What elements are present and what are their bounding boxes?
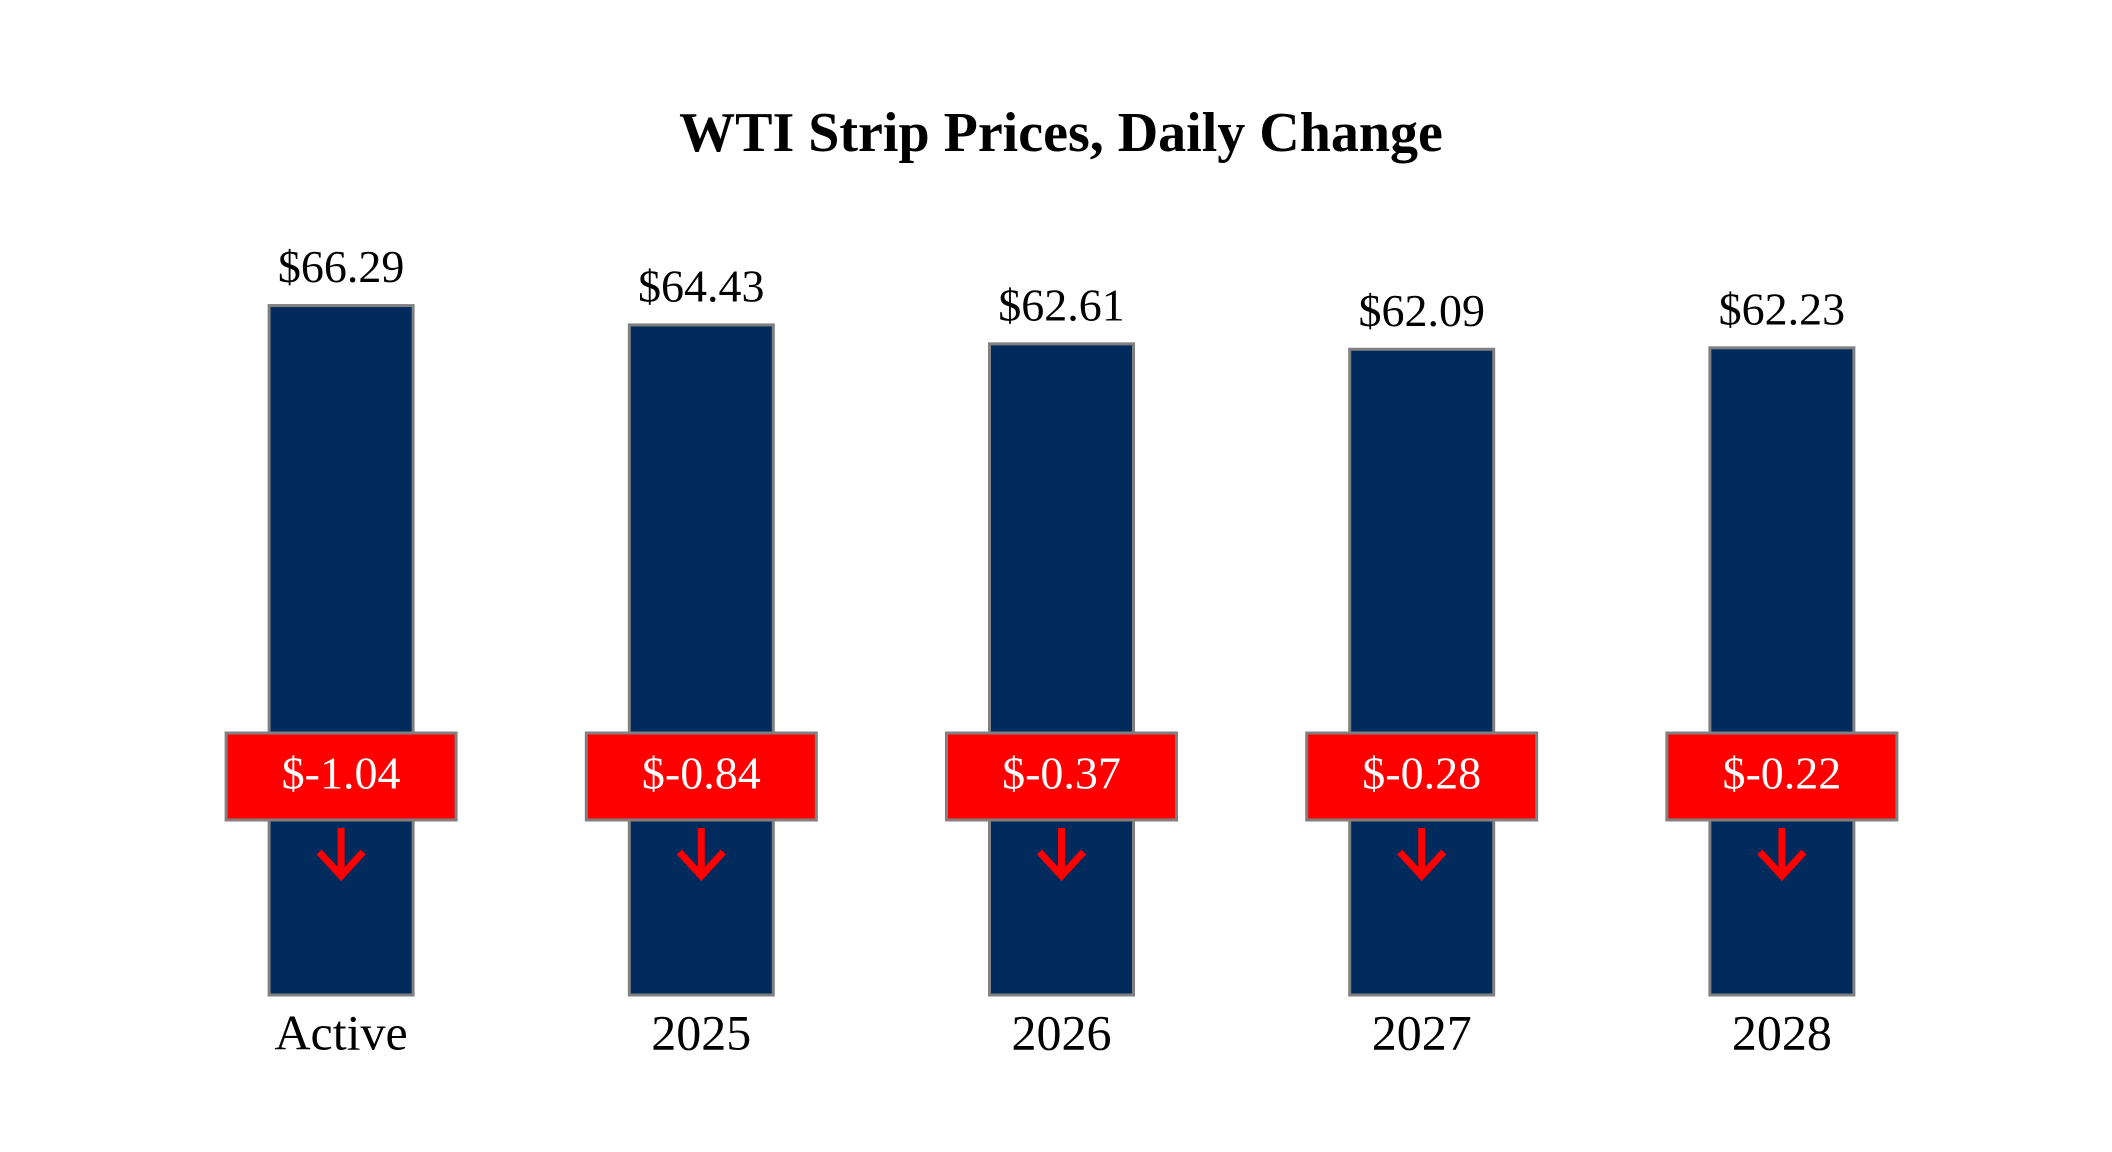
x-tick-label: 2025 <box>651 1004 751 1060</box>
value-label: $62.61 <box>998 279 1125 330</box>
value-label: $64.43 <box>638 260 765 311</box>
bar <box>627 323 775 997</box>
change-label: $-0.84 <box>642 748 761 799</box>
change-label: $-0.37 <box>1002 748 1121 799</box>
change-arrow <box>676 828 726 882</box>
bar <box>988 342 1135 997</box>
change-label: $-1.04 <box>282 748 401 799</box>
value-label: $66.29 <box>278 241 405 292</box>
x-tick-label: 2028 <box>1732 1004 1832 1060</box>
bar <box>267 304 415 997</box>
change-box <box>224 731 458 822</box>
change-box <box>584 731 818 822</box>
x-tick-label: Active <box>274 1004 407 1060</box>
change-arrow <box>316 828 366 882</box>
value-label: $62.09 <box>1358 285 1485 336</box>
change-arrow <box>1757 828 1807 882</box>
bar <box>1708 346 1856 997</box>
value-label: $62.23 <box>1719 283 1846 334</box>
x-tick-label: 2026 <box>1012 1004 1112 1060</box>
x-tick-label: 2027 <box>1372 1004 1472 1060</box>
change-box <box>1305 731 1539 822</box>
chart-title: WTI Strip Prices, Daily Change <box>679 102 1443 164</box>
change-arrow <box>1397 828 1447 882</box>
change-label: $-0.22 <box>1722 748 1841 799</box>
change-box <box>1665 731 1899 822</box>
change-arrow <box>1036 828 1087 882</box>
change-box <box>945 731 1178 822</box>
change-label: $-0.28 <box>1362 748 1481 799</box>
bar <box>1348 347 1496 997</box>
